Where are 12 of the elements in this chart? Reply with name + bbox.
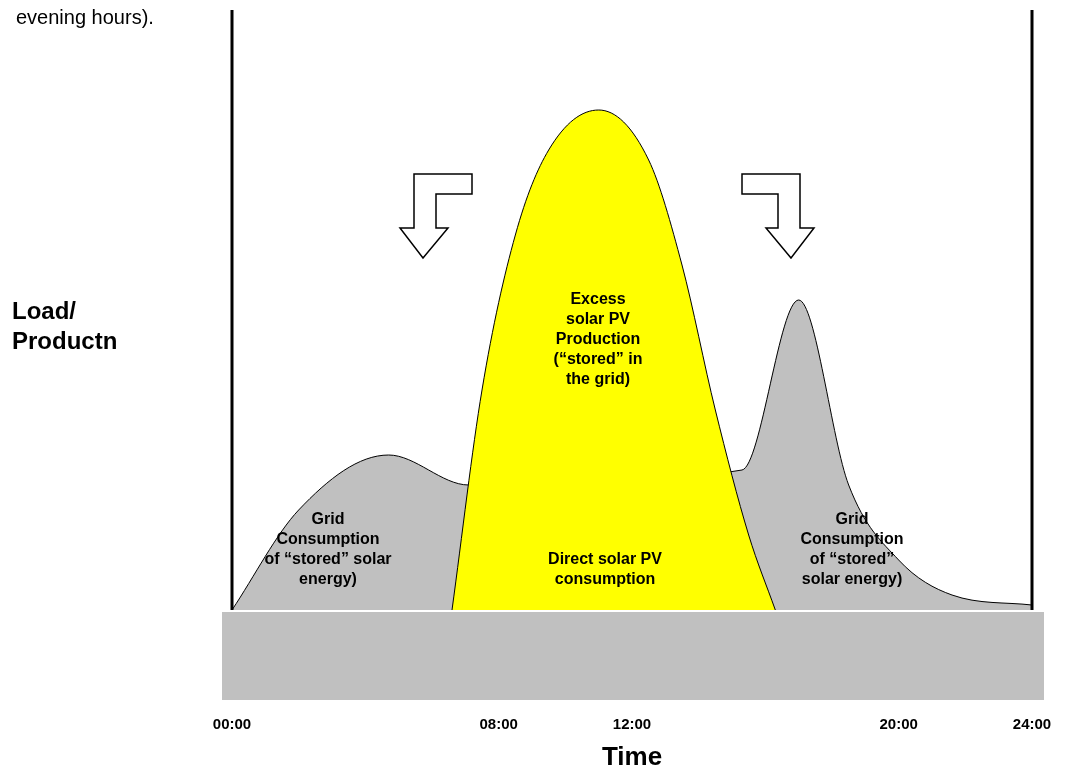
annotation: Direct solar PV consumption	[548, 550, 663, 588]
x-tick-label: 00:00	[212, 715, 252, 733]
x-axis-title: Time	[601, 741, 663, 770]
annotation: Excess solar PV Production (“stored” in the grid)	[553, 290, 643, 388]
y-axis-title: Load/ Productn	[12, 296, 118, 354]
annotation: Grid Consumption of “stored” solar energy)	[800, 510, 904, 588]
x-tick-label: 12:00	[612, 715, 652, 733]
text: evening hours).	[16, 5, 154, 28]
x-tick-label: 24:00	[1012, 715, 1052, 733]
annotation: Grid Consumption of “stored” solar energy)	[264, 510, 392, 588]
x-tick-label: 20:00	[879, 715, 918, 733]
x-tick-label: 08:00	[479, 715, 518, 733]
